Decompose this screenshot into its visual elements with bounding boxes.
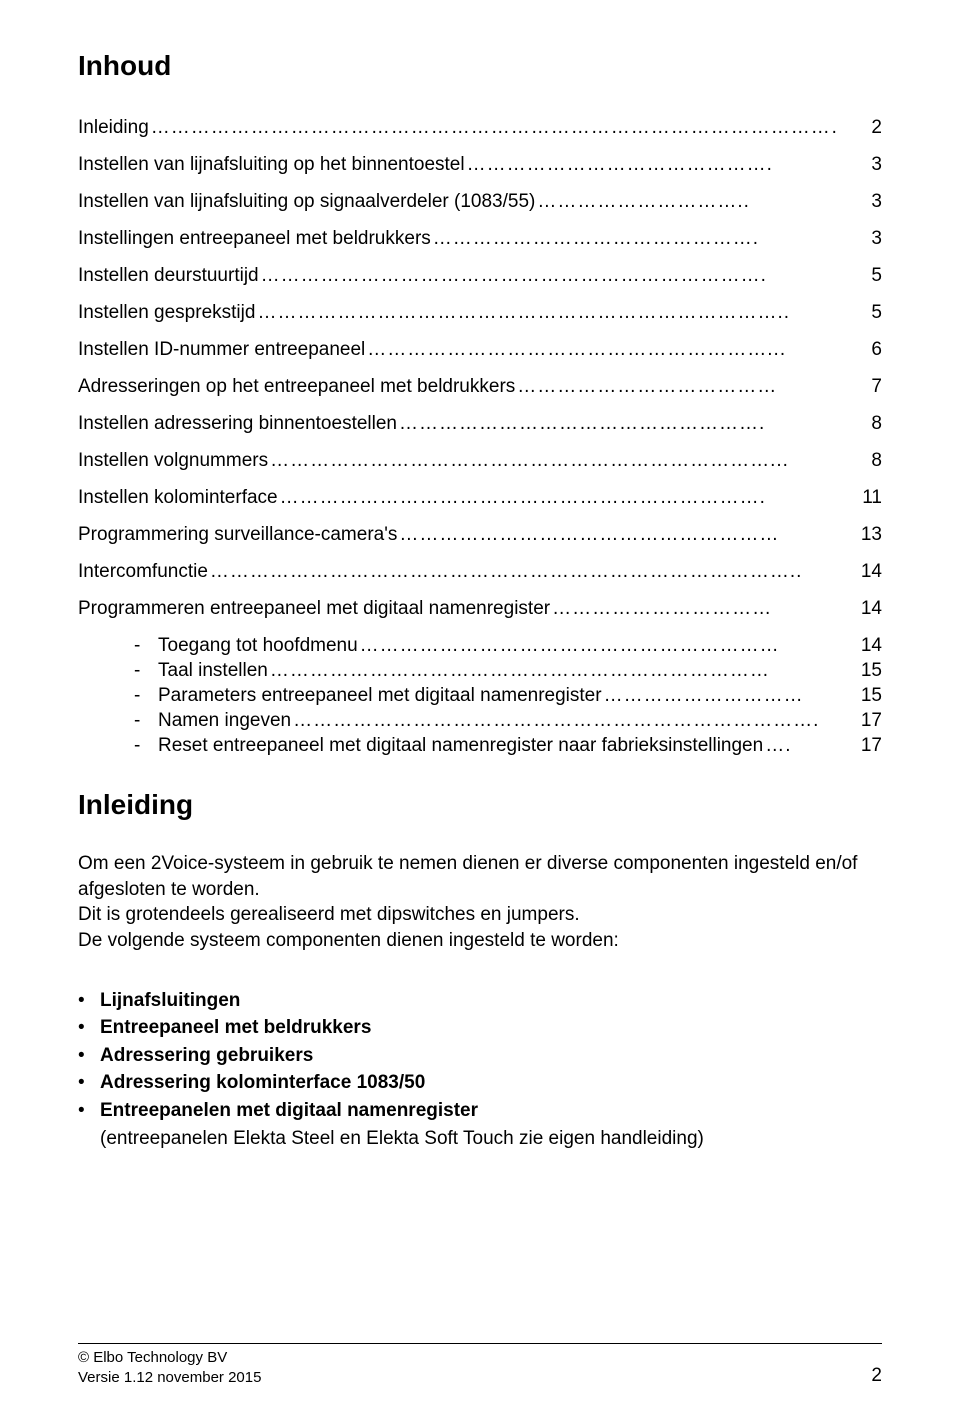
toc-label: Instellen van lijnafsluiting op signaalv…: [78, 192, 750, 211]
table-of-contents: Inleiding……………………………………………………………………………………: [78, 118, 882, 755]
component-list: LijnafsluitingenEntreepaneel met beldruk…: [78, 988, 882, 1152]
toc-subrow: - Reset entreepaneel met digitaal namenr…: [134, 736, 882, 755]
toc-subrow: - Taal instellen…………………………………………………………………: [134, 661, 882, 680]
footer-version: Versie 1.12 november 2015: [78, 1369, 261, 1386]
toc-sublabel: - Taal instellen…………………………………………………………………: [134, 661, 770, 680]
toc-label: Adresseringen op het entreepaneel met be…: [78, 377, 777, 396]
list-item: Entreepaneel met beldrukkers: [78, 1015, 882, 1041]
toc-row: Instellen kolominterface……………………………………………: [78, 488, 882, 507]
toc-page: 8: [836, 451, 882, 470]
toc-label: Instellen volgnummers……………………………………………………: [78, 451, 789, 470]
toc-page: 5: [836, 303, 882, 322]
toc-label: Intercomfunctie……………………………………………………………………: [78, 562, 802, 581]
list-item: Adressering gebruikers: [78, 1043, 882, 1069]
section-heading: Inleiding: [78, 789, 882, 821]
toc-subrow: - Parameters entreepaneel met digitaal n…: [134, 686, 882, 705]
toc-page: 8: [836, 414, 882, 433]
toc-page: 5: [836, 266, 882, 285]
list-item: Adressering kolominterface 1083/50: [78, 1070, 882, 1096]
list-item: Entreepanelen met digitaal namenregister: [78, 1098, 882, 1124]
toc-label: Instellen adressering binnentoestellen………: [78, 414, 765, 433]
toc-subpage: 15: [836, 661, 882, 680]
toc-row: Intercomfunctie……………………………………………………………………: [78, 562, 882, 581]
intro-line-3: De volgende systeem componenten dienen i…: [78, 930, 619, 951]
toc-page: 2: [836, 118, 882, 137]
toc-row: Programmering surveillance-camera's………………: [78, 525, 882, 544]
intro-line-2: Dit is grotendeels gerealiseerd met dips…: [78, 904, 580, 925]
footer-page-number: 2: [871, 1365, 882, 1387]
toc-label: Instellen ID-nummer entreepaneel………………………: [78, 340, 786, 359]
toc-sublabel: - Namen ingeven……………………………………………………………………: [134, 711, 819, 730]
toc-page: 3: [836, 192, 882, 211]
toc-label: Instellingen entreepaneel met beldrukker…: [78, 229, 759, 248]
toc-page: 6: [836, 340, 882, 359]
intro-line-1: Om een 2Voice-systeem in gebruik te neme…: [78, 853, 857, 900]
toc-row: Instellen gesprekstijd…………………………………………………: [78, 303, 882, 322]
toc-label: Programmeren entreepaneel met digitaal n…: [78, 599, 772, 618]
toc-row: Instellen ID-nummer entreepaneel………………………: [78, 340, 882, 359]
toc-page: 13: [836, 525, 882, 544]
toc-row: Instellen adressering binnentoestellen………: [78, 414, 882, 433]
toc-sublabel: - Parameters entreepaneel met digitaal n…: [134, 686, 804, 705]
toc-sublist: - Toegang tot hoofdmenu………………………………………………: [134, 636, 882, 755]
toc-subpage: 15: [836, 686, 882, 705]
toc-page: 7: [836, 377, 882, 396]
page-footer: © Elbo Technology BV Versie 1.12 novembe…: [78, 1343, 882, 1387]
toc-row: Inleiding……………………………………………………………………………………: [78, 118, 882, 137]
toc-label: Instellen van lijnafsluiting op het binn…: [78, 155, 773, 174]
toc-subpage: 17: [836, 711, 882, 730]
toc-page: 14: [836, 599, 882, 618]
toc-row: Instellingen entreepaneel met beldrukker…: [78, 229, 882, 248]
toc-row: Instellen van lijnafsluiting op het binn…: [78, 155, 882, 174]
list-item: (entreepanelen Elekta Steel en Elekta So…: [78, 1126, 882, 1152]
toc-row: Programmeren entreepaneel met digitaal n…: [78, 599, 882, 618]
toc-page: 11: [836, 488, 882, 507]
toc-label: Instellen kolominterface……………………………………………: [78, 488, 766, 507]
toc-subpage: 17: [836, 736, 882, 755]
toc-page: 3: [836, 155, 882, 174]
toc-row: Instellen van lijnafsluiting op signaalv…: [78, 192, 882, 211]
toc-label: Inleiding……………………………………………………………………………………: [78, 118, 836, 137]
toc-row: Instellen deurstuurtijd………………………………………………: [78, 266, 882, 285]
footer-left: © Elbo Technology BV Versie 1.12 novembe…: [78, 1348, 261, 1387]
toc-subpage: 14: [836, 636, 882, 655]
toc-label: Instellen deurstuurtijd………………………………………………: [78, 266, 767, 285]
toc-page: 14: [836, 562, 882, 581]
list-item: Lijnafsluitingen: [78, 988, 882, 1014]
intro-paragraph: Om een 2Voice-systeem in gebruik te neme…: [78, 851, 882, 954]
toc-label: Programmering surveillance-camera's………………: [78, 525, 779, 544]
toc-row: Adresseringen op het entreepaneel met be…: [78, 377, 882, 396]
document-page: Inhoud Inleiding…………………………………………………………………: [0, 0, 960, 1413]
toc-sublabel: - Reset entreepaneel met digitaal namenr…: [134, 736, 791, 755]
toc-sublabel: - Toegang tot hoofdmenu………………………………………………: [134, 636, 780, 655]
page-title: Inhoud: [78, 50, 882, 82]
toc-label: Instellen gesprekstijd…………………………………………………: [78, 303, 790, 322]
toc-subrow: - Namen ingeven……………………………………………………………………: [134, 711, 882, 730]
footer-copyright: © Elbo Technology BV: [78, 1349, 227, 1366]
toc-row: Instellen volgnummers……………………………………………………: [78, 451, 882, 470]
toc-subrow: - Toegang tot hoofdmenu………………………………………………: [134, 636, 882, 655]
toc-page: 3: [836, 229, 882, 248]
